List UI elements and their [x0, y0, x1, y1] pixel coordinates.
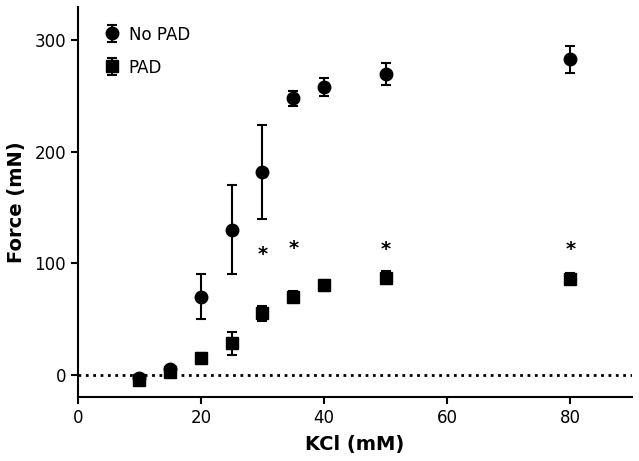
Text: *: *	[566, 240, 576, 260]
X-axis label: KCl (mM): KCl (mM)	[305, 435, 404, 454]
Text: *: *	[288, 239, 298, 258]
Text: *: *	[381, 240, 390, 260]
Y-axis label: Force (mN): Force (mN)	[7, 141, 26, 263]
Legend: No PAD, PAD: No PAD, PAD	[97, 19, 197, 83]
Text: *: *	[258, 245, 268, 264]
